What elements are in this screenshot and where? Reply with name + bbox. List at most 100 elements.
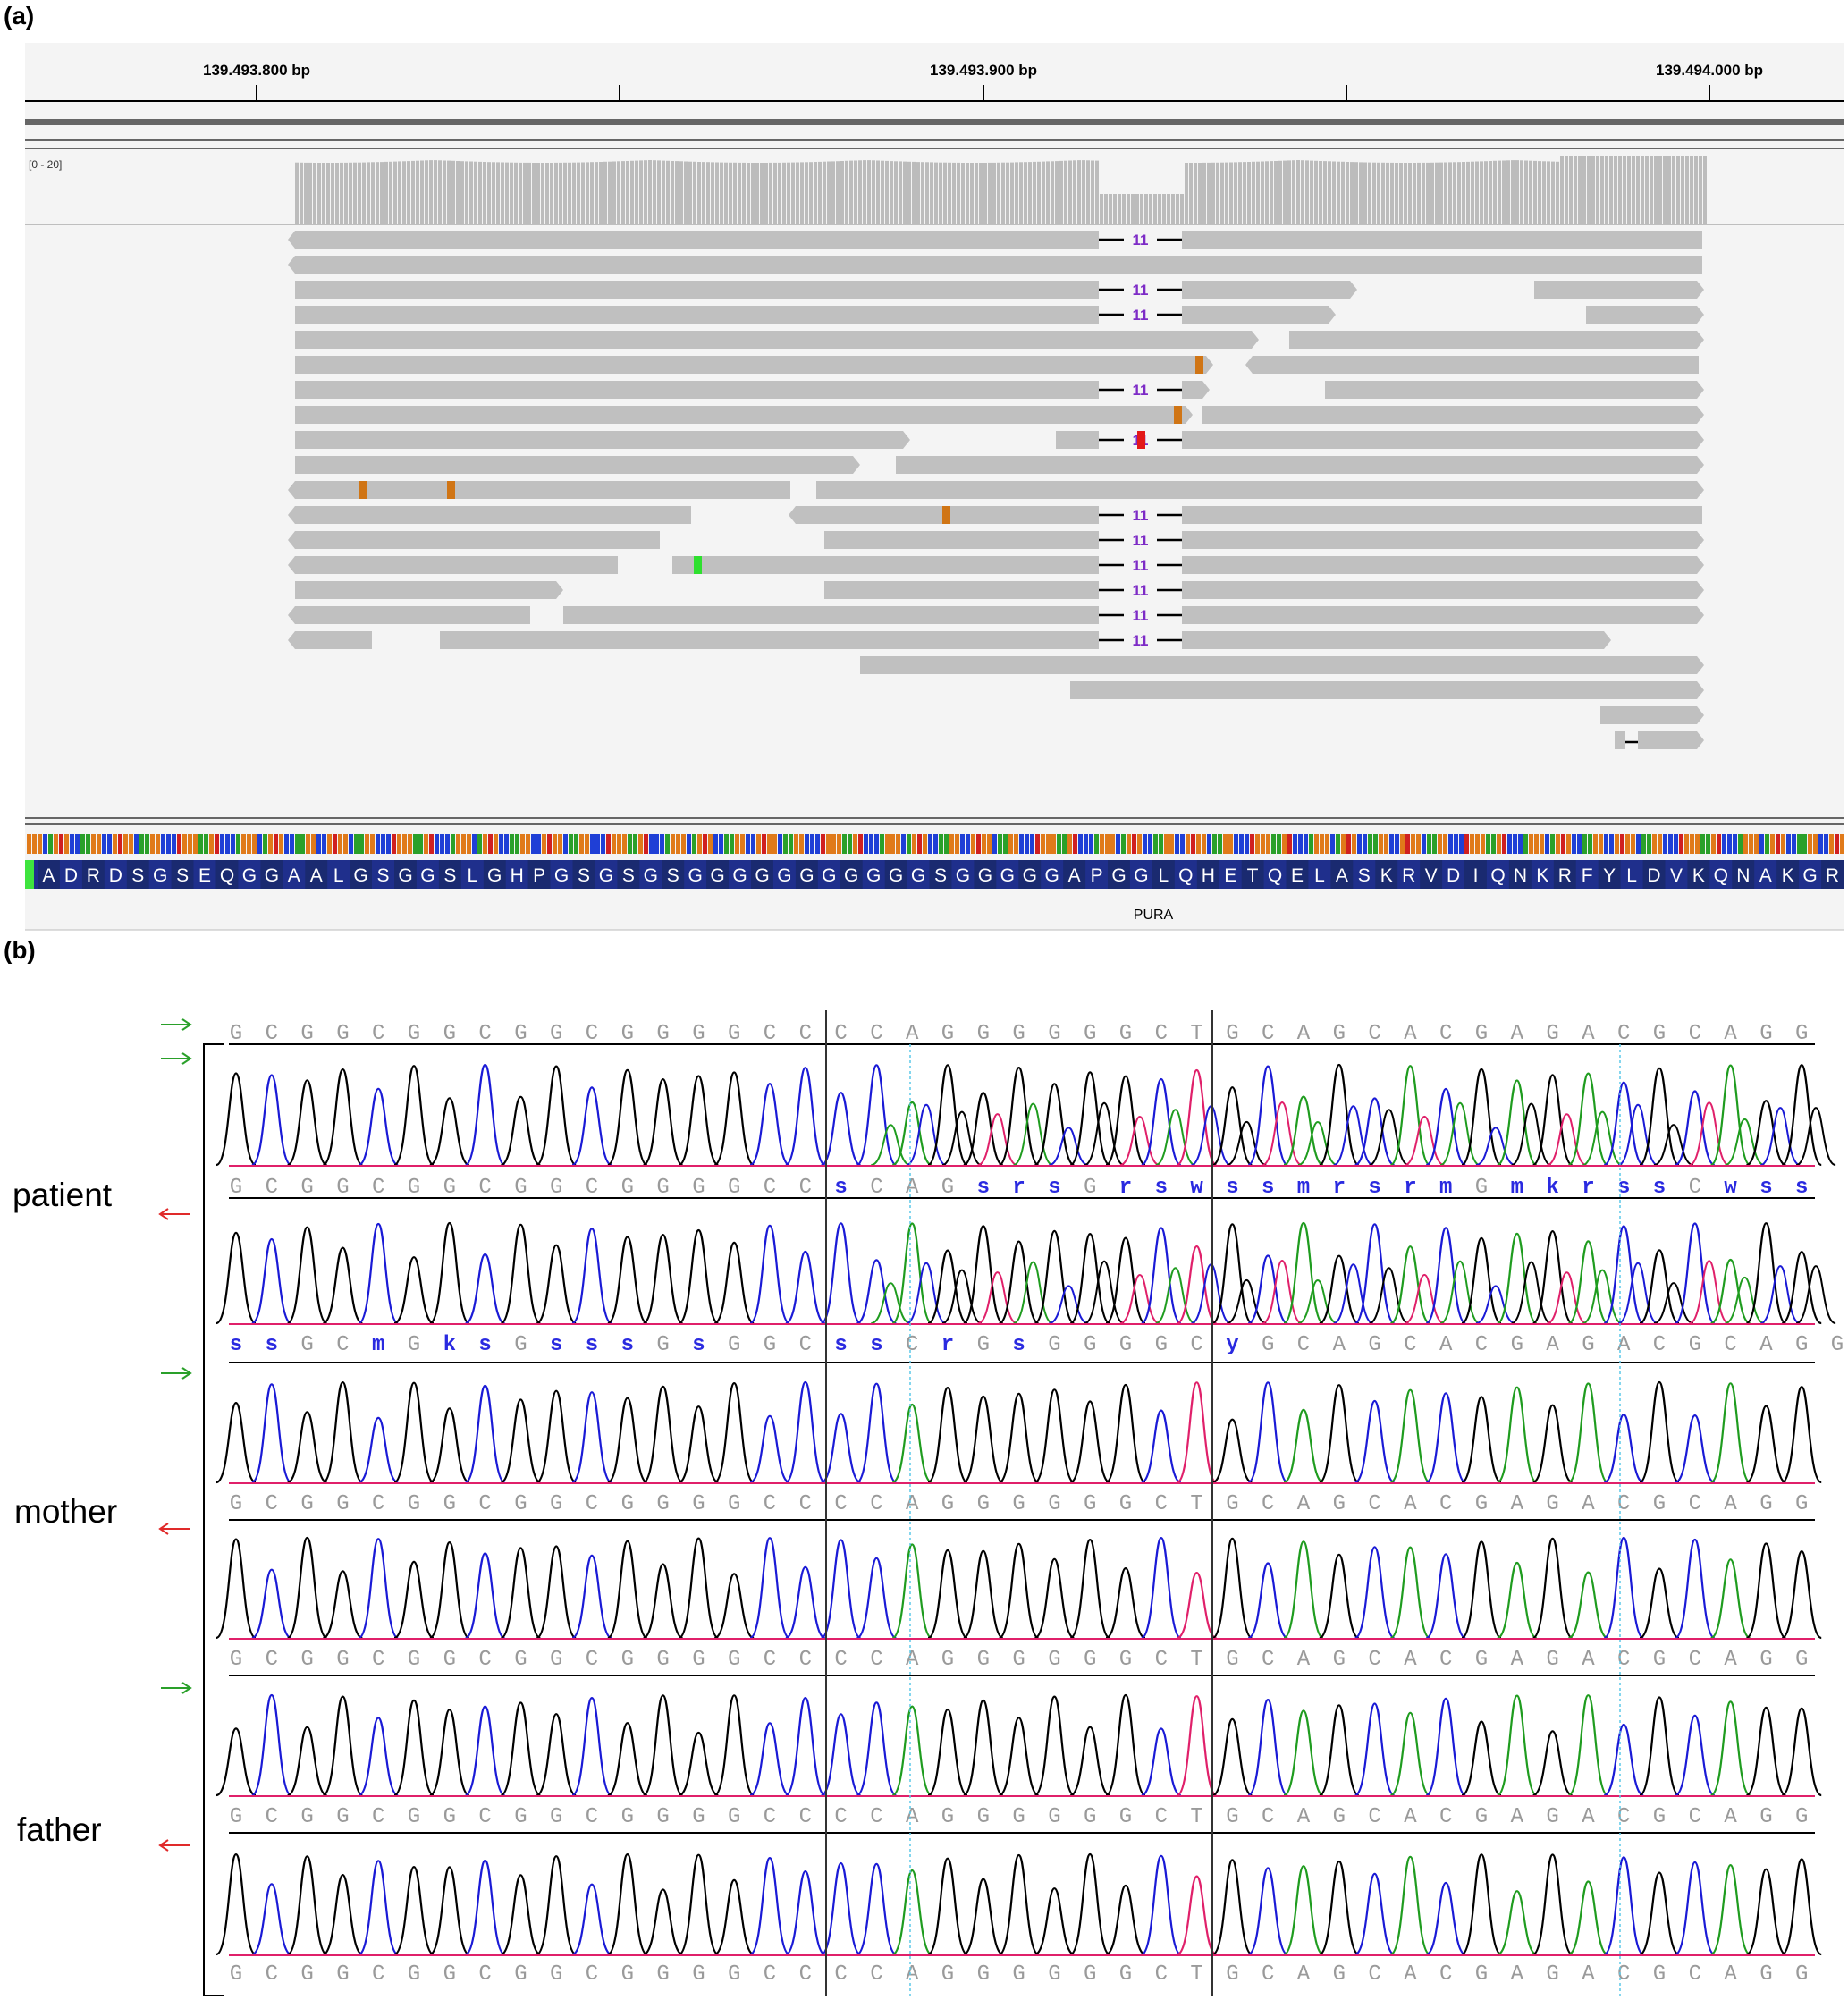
base-call: r [1119,1176,1132,1200]
base-call: G [941,1805,954,1829]
coverage-bar [1694,156,1698,224]
base-call: C [799,1805,812,1829]
trace-peak-secondary [1191,1105,1231,1166]
base-call: G [1226,1962,1238,1987]
reference-base [198,834,203,854]
amino-acid: A [310,865,323,886]
amino-acid-cell [438,860,461,889]
coverage-bar [595,162,598,224]
reference-base [1341,834,1346,854]
trace-peak [678,1537,719,1640]
amino-acid-cell [840,860,863,889]
coverage-bar [313,163,316,224]
coverage-bar [1614,156,1617,224]
coverage-bar [1270,161,1273,224]
base-call: A [1511,1962,1524,1987]
read [288,556,618,574]
base-call: C [1439,1492,1452,1516]
trace-peak-secondary [1262,1259,1303,1324]
trace-peak [1675,1414,1716,1484]
reference-base-call: C [1617,1022,1630,1046]
base-call: G [1155,1333,1168,1357]
trace-peak [287,1536,328,1640]
amino-acid: G [420,865,435,886]
reference-base [1529,834,1533,854]
coverage-bar [1354,162,1358,224]
trace-peak [536,1713,577,1797]
coverage-bar [460,161,464,224]
trace-peak [1247,1867,1288,1956]
reference-base [1765,834,1769,854]
reference-base [1448,834,1453,854]
coverage-bar [1122,194,1126,224]
reference-base [1722,834,1726,854]
base-call: s [1617,1176,1630,1200]
coverage-bar [1091,160,1094,224]
reference-base [730,834,734,854]
reference-base [477,834,482,854]
reference-base-call: G [1475,1022,1488,1046]
amino-acid: D [1647,865,1660,886]
coverage-bar [617,161,620,224]
trace-peak [1675,1538,1716,1640]
trace-peak-secondary [1297,1120,1338,1166]
reference-base [145,834,149,854]
coverage-bar [890,161,893,224]
reference-base [853,834,857,854]
coverage-bar [1699,156,1702,224]
reference-base [1427,834,1431,854]
start-marker [25,860,34,889]
reference-base [1700,834,1705,854]
base-call: G [1546,1648,1558,1672]
base-call: G [1226,1648,1238,1672]
amino-acid-cell [1063,860,1086,889]
trace-peak [785,1565,826,1640]
coverage-bar [1636,156,1640,224]
coverage-bar [367,162,370,224]
amino-acid: R [1402,865,1415,886]
trace-peak [1283,1221,1324,1325]
reference-base [1438,834,1442,854]
amino-acid-cell [305,860,328,889]
reference-base [1690,834,1694,854]
base-call: G [336,1492,349,1516]
amino-acid: G [554,865,569,886]
coverage-bar [1247,162,1251,224]
reference-base [386,834,391,854]
trace-peak [713,1241,755,1325]
coverage-bar [621,161,625,224]
coverage-bar [443,160,446,224]
base-call: A [1333,1333,1346,1357]
amino-acid-cell [394,860,417,889]
reference-base [1395,834,1399,854]
reference-base [1314,834,1319,854]
coverage-bar [1332,161,1336,224]
trace-peak [1497,1561,1538,1640]
deletion-size-label: 11 [1133,232,1149,249]
base-call: G [514,1333,527,1357]
reference-base [1475,834,1480,854]
coverage-bar [349,162,352,224]
amino-acid: H [1202,865,1215,886]
trace-peak [1532,1074,1574,1167]
reference-base [558,834,562,854]
reference-base [1223,834,1228,854]
reference-base [901,834,906,854]
coverage-bar [827,161,831,224]
coverage-bar [1238,162,1242,224]
reference-base [1035,834,1040,854]
coverage-bar [782,162,786,224]
trace-peak [1389,1711,1430,1797]
coverage-bar [961,163,965,224]
base-call: m [1511,1176,1523,1200]
amino-acid: G [353,865,367,886]
trace-peak-secondary [1084,1101,1125,1166]
reference-base [397,834,401,854]
reference-base [440,834,444,854]
reference-base [118,834,122,854]
trace-peak [465,1705,506,1797]
trace-peak [927,1549,968,1640]
trace-peak [643,1385,684,1484]
trace-peak-secondary [870,1282,911,1324]
amino-acid-cell [884,860,907,889]
